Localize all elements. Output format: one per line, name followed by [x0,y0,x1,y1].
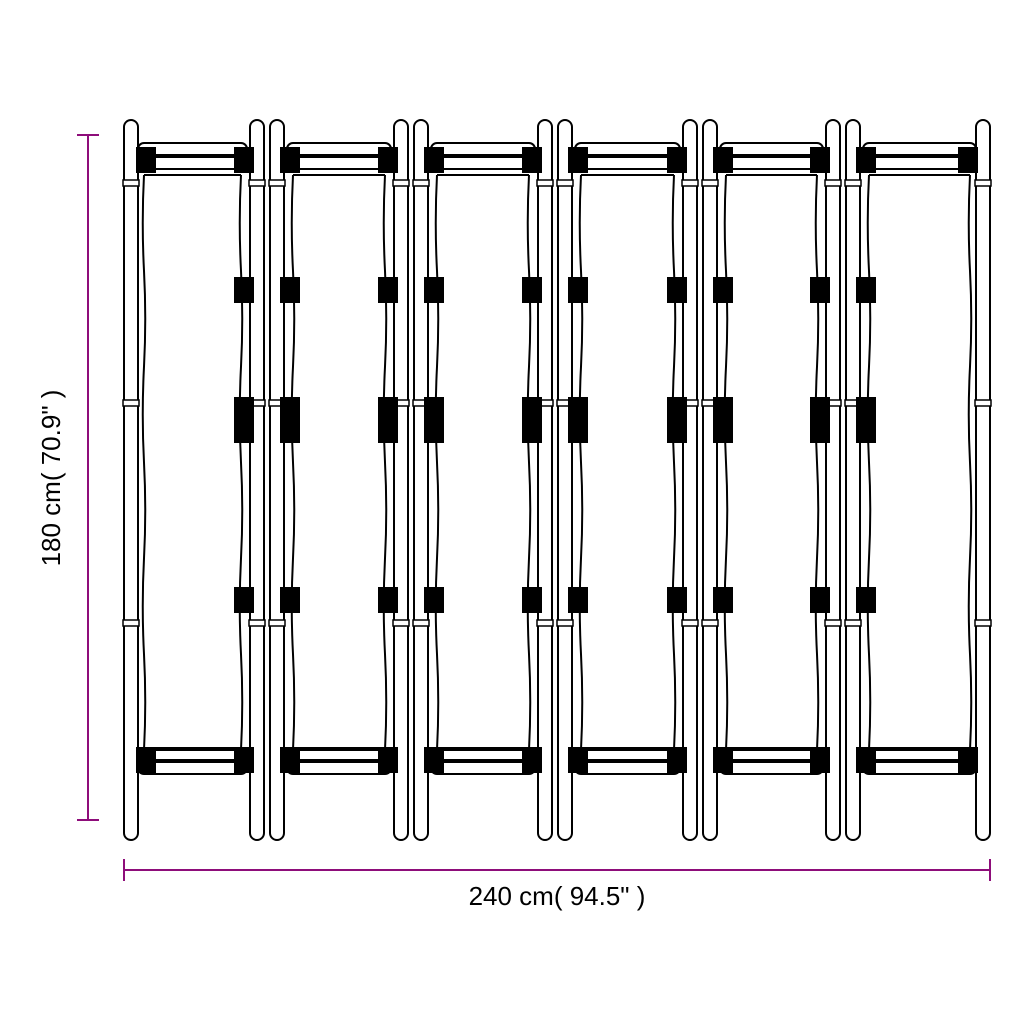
room-divider-line-art [123,120,991,840]
dimension-diagram: 180 cm( 70.9" ) 240 cm( 94.5" ) [0,0,1024,1024]
dim-label-height: 180 cm( 70.9" ) [36,390,66,567]
dim-label-width: 240 cm( 94.5" ) [469,881,646,911]
